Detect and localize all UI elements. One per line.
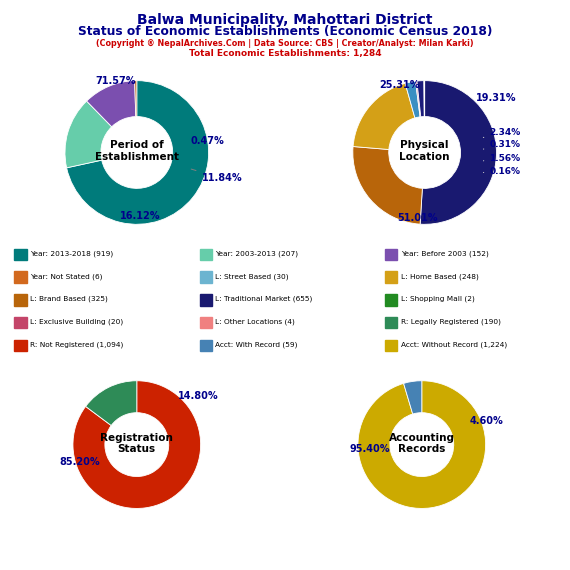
Text: Acct: Without Record (1,224): Acct: Without Record (1,224)	[401, 341, 507, 348]
Wedge shape	[87, 81, 136, 127]
Wedge shape	[420, 81, 496, 224]
Text: Balwa Municipality, Mahottari District: Balwa Municipality, Mahottari District	[137, 13, 433, 27]
Text: Status of Economic Establishments (Economic Census 2018): Status of Economic Establishments (Econo…	[78, 25, 492, 38]
Text: 16.12%: 16.12%	[120, 210, 161, 221]
Text: 71.57%: 71.57%	[95, 76, 136, 86]
Text: 0.31%: 0.31%	[483, 140, 520, 149]
Text: L: Shopping Mall (2): L: Shopping Mall (2)	[401, 296, 475, 303]
Text: 11.84%: 11.84%	[191, 169, 242, 183]
Wedge shape	[353, 146, 422, 224]
Text: R: Legally Registered (190): R: Legally Registered (190)	[401, 319, 500, 325]
Text: 14.80%: 14.80%	[178, 390, 219, 401]
Wedge shape	[416, 81, 421, 117]
Text: (Copyright ® NepalArchives.Com | Data Source: CBS | Creator/Analyst: Milan Karki: (Copyright ® NepalArchives.Com | Data So…	[96, 39, 474, 48]
Text: 85.20%: 85.20%	[59, 457, 100, 467]
Text: R: Not Registered (1,094): R: Not Registered (1,094)	[30, 341, 124, 348]
Text: L: Exclusive Building (20): L: Exclusive Building (20)	[30, 319, 124, 325]
Text: 19.31%: 19.31%	[477, 93, 517, 103]
Text: L: Other Locations (4): L: Other Locations (4)	[215, 319, 295, 325]
Text: Accounting
Records: Accounting Records	[389, 433, 455, 454]
Text: 2.34%: 2.34%	[483, 128, 520, 137]
Wedge shape	[135, 81, 137, 117]
Text: L: Traditional Market (655): L: Traditional Market (655)	[215, 296, 313, 303]
Text: 1.56%: 1.56%	[483, 154, 520, 163]
Text: Year: Before 2003 (152): Year: Before 2003 (152)	[401, 250, 488, 257]
Text: L: Brand Based (325): L: Brand Based (325)	[30, 296, 108, 303]
Text: 0.16%: 0.16%	[483, 167, 520, 176]
Wedge shape	[73, 381, 201, 508]
Wedge shape	[405, 82, 420, 118]
Text: Year: 2013-2018 (919): Year: 2013-2018 (919)	[30, 250, 113, 257]
Text: 4.60%: 4.60%	[470, 416, 503, 426]
Wedge shape	[417, 81, 424, 117]
Wedge shape	[358, 381, 486, 508]
Text: 51.01%: 51.01%	[397, 213, 438, 223]
Wedge shape	[424, 81, 425, 117]
Text: 0.47%: 0.47%	[190, 136, 225, 146]
Text: Year: Not Stated (6): Year: Not Stated (6)	[30, 273, 103, 280]
Text: 25.31%: 25.31%	[379, 80, 420, 90]
Text: Physical
Location: Physical Location	[400, 140, 450, 162]
Wedge shape	[67, 81, 209, 224]
Wedge shape	[404, 381, 422, 414]
Text: Acct: With Record (59): Acct: With Record (59)	[215, 341, 298, 348]
Text: L: Street Based (30): L: Street Based (30)	[215, 273, 289, 280]
Wedge shape	[353, 83, 415, 149]
Wedge shape	[86, 381, 137, 426]
Text: Period of
Establishment: Period of Establishment	[95, 140, 179, 162]
Text: 95.40%: 95.40%	[349, 444, 390, 454]
Text: Total Economic Establishments: 1,284: Total Economic Establishments: 1,284	[189, 49, 381, 58]
Wedge shape	[65, 101, 112, 168]
Text: Registration
Status: Registration Status	[100, 433, 173, 454]
Text: Year: 2003-2013 (207): Year: 2003-2013 (207)	[215, 250, 299, 257]
Text: L: Home Based (248): L: Home Based (248)	[401, 273, 479, 280]
